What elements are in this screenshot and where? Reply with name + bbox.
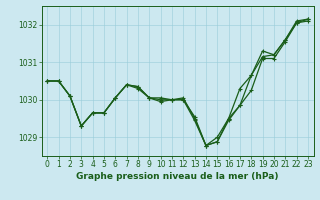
X-axis label: Graphe pression niveau de la mer (hPa): Graphe pression niveau de la mer (hPa) (76, 172, 279, 181)
